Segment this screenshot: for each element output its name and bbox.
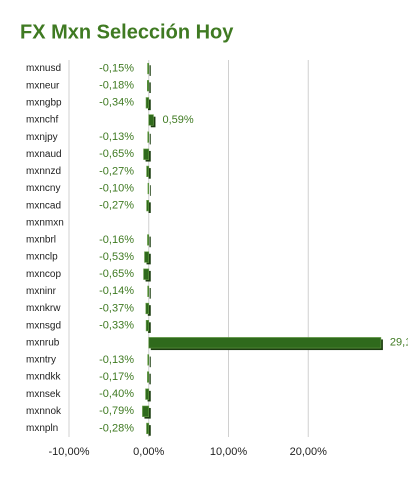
y-tick-label: mxncop — [26, 269, 61, 280]
bar — [143, 268, 150, 280]
value-label: -0,40% — [99, 388, 134, 400]
y-tick-label: mxnnok — [26, 406, 62, 417]
bar-shadow — [149, 356, 151, 368]
value-label: -0,13% — [99, 354, 134, 366]
x-tick-label: 0,00% — [133, 446, 164, 458]
bar — [147, 285, 150, 297]
bar — [146, 165, 150, 177]
bar-shadow — [149, 82, 151, 94]
bar — [148, 114, 154, 126]
value-label: -0,33% — [99, 320, 134, 332]
bar — [143, 148, 150, 160]
value-label: -0,79% — [99, 405, 134, 417]
y-tick-label: mxnsgd — [26, 320, 61, 331]
value-label: -0,15% — [99, 62, 134, 74]
bar — [148, 337, 382, 349]
y-tick-label: mxndkk — [26, 372, 61, 383]
y-tick-label: mxnclp — [26, 252, 58, 263]
bar-shadow — [149, 236, 151, 248]
x-tick-label: 10,00% — [210, 446, 248, 458]
bar-shadow — [149, 373, 151, 385]
bar-shadow — [148, 168, 151, 179]
bar — [147, 131, 150, 143]
bar-shadow — [148, 425, 151, 436]
bar-shadow — [148, 202, 151, 213]
bar-shadow — [149, 65, 151, 76]
y-tick-label: mxnmxn — [26, 217, 64, 228]
value-label: -0,65% — [99, 268, 134, 280]
x-tick-label: -10,00% — [49, 446, 90, 458]
bar — [147, 182, 150, 195]
y-tick-label: mxnbrl — [26, 235, 56, 246]
bar — [147, 80, 150, 92]
bar — [147, 234, 150, 246]
value-label: -0,34% — [99, 97, 134, 109]
value-label: -0,16% — [99, 234, 134, 246]
bar-shadow — [147, 305, 151, 316]
value-label: -0,17% — [99, 371, 134, 383]
value-label: -0,13% — [99, 131, 134, 143]
value-label: -0,65% — [99, 148, 134, 160]
bar — [145, 388, 150, 400]
y-tick-label: mxneur — [26, 80, 60, 91]
value-label: -0,37% — [99, 302, 134, 314]
y-tick-label: mxncad — [26, 200, 61, 211]
bar-shadow — [148, 99, 151, 111]
bar-shadow — [149, 133, 151, 145]
value-label: -0,18% — [99, 80, 134, 92]
bar — [146, 200, 150, 212]
y-tick-label: mxnusd — [26, 63, 61, 74]
y-tick-label: mxnchf — [26, 115, 58, 126]
value-label: -0,27% — [99, 165, 134, 177]
y-tick-label: mxnnzd — [26, 166, 61, 177]
bar — [145, 97, 150, 109]
y-tick-label: mxnaud — [26, 149, 62, 160]
value-label: -0,27% — [99, 200, 134, 212]
bar-shadow — [148, 322, 151, 333]
bar — [145, 302, 150, 315]
y-tick-label: mxntry — [26, 355, 56, 366]
value-label: -0,14% — [99, 285, 134, 297]
y-tick-label: mxnkrw — [26, 303, 61, 314]
y-tick-label: mxncny — [26, 183, 60, 194]
bar-shadow — [149, 185, 151, 196]
chart-title: FX Mxn Selección Hoy — [20, 21, 234, 43]
value-label: -0,10% — [99, 182, 134, 194]
value-label: -0,28% — [99, 422, 134, 434]
y-tick-label: mxngbp — [26, 97, 62, 108]
y-tick-label: mxnrub — [26, 337, 60, 348]
value-label: -0,53% — [99, 251, 134, 263]
bar-shadow — [147, 390, 151, 402]
x-tick-label: 20,00% — [290, 446, 328, 458]
bar-shadow — [149, 288, 151, 299]
bar — [142, 405, 150, 417]
bar — [145, 320, 150, 332]
value-label: 0,59% — [162, 114, 193, 126]
y-tick-label: mxnsek — [26, 389, 61, 400]
y-tick-label: mxninr — [26, 286, 57, 297]
bar — [147, 371, 150, 383]
bar — [147, 354, 150, 366]
y-tick-label: mxnjpy — [26, 132, 58, 143]
value-label: 29,11% — [390, 337, 408, 349]
y-tick-label: mxnpln — [26, 423, 58, 434]
bar — [146, 422, 150, 435]
bar — [144, 251, 150, 263]
bar — [147, 62, 150, 75]
